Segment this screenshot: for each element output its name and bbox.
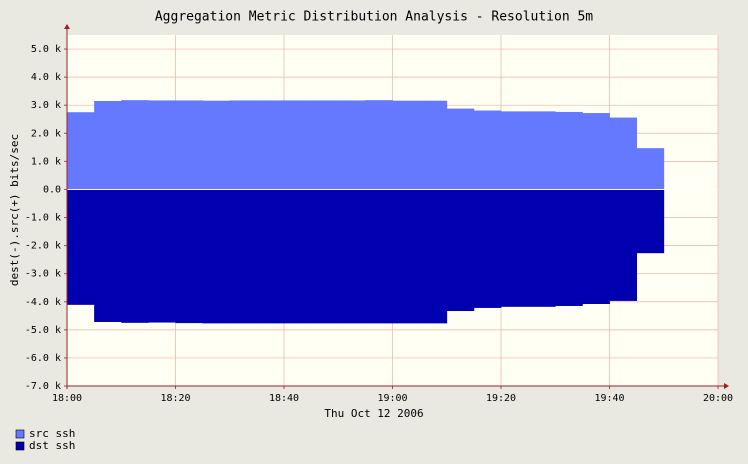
step-bar [446, 108, 475, 190]
step-bar [338, 189, 366, 324]
x-tick-label: 19:40 [594, 393, 624, 404]
x-tick-label: 18:40 [269, 393, 299, 404]
y-tick-label: -1.0 k [25, 213, 61, 224]
y-tick-label: 1.0 k [31, 156, 61, 167]
step-bar [175, 100, 204, 190]
y-tick-label: -7.0 k [25, 381, 61, 392]
step-bar [609, 189, 638, 301]
step-bar [528, 189, 556, 307]
y-tick-label: -4.0 k [25, 297, 61, 308]
y-tick-label: -6.0 k [25, 353, 61, 364]
step-bar [229, 189, 258, 324]
legend-swatch [15, 441, 25, 451]
step-bar [284, 189, 312, 324]
step-bar [555, 189, 583, 306]
step-bar [94, 100, 122, 190]
x-axis-label: Thu Oct 12 2006 [324, 407, 423, 420]
step-bar [202, 189, 231, 324]
step-bar [473, 189, 502, 308]
y-tick-label: 3.0 k [31, 100, 61, 111]
step-bar [528, 111, 556, 190]
step-bar [121, 100, 149, 190]
step-bar [582, 189, 610, 305]
y-tick-label: 2.0 k [31, 128, 61, 139]
y-tick-label: -2.0 k [25, 241, 61, 252]
labels: 5.0 k 4.0 k 3.0 k 2.0 k 1.0 k 0.0 -1.0 k -2.0 k… [25, 44, 733, 404]
chart-title: Aggregation Metric Distribution Analysis… [155, 10, 593, 25]
step-bar [284, 100, 312, 190]
legend-label: src ssh [29, 427, 75, 440]
step-bar [501, 189, 529, 307]
x-tick-label: 19:20 [486, 393, 516, 404]
y-tick-label: 4.0 k [31, 72, 61, 83]
step-bar [121, 189, 149, 323]
x-axis-arrow [724, 383, 729, 389]
y-tick-label: 5.0 k [31, 44, 61, 55]
step-bar [229, 100, 258, 190]
step-bar [419, 189, 448, 324]
x-tick-label: 20:00 [703, 393, 733, 404]
y-tick-label: 0.0 [43, 184, 61, 195]
marks [67, 100, 718, 324]
step-bar [555, 111, 583, 190]
legend-label: dst ssh [29, 439, 75, 452]
step-bar [501, 111, 529, 190]
step-bar [392, 189, 421, 324]
step-bar [256, 100, 285, 190]
y-axis-arrow [64, 24, 70, 29]
x-tick-label: 18:00 [52, 393, 82, 404]
step-bar [256, 189, 285, 324]
x-tick-label: 19:00 [377, 393, 407, 404]
step-bar [473, 110, 502, 190]
step-bar [311, 189, 339, 324]
y-axis-label: dest(-).src(+) bits/sec [8, 134, 21, 286]
step-bar [636, 148, 665, 190]
step-bar [636, 189, 665, 254]
step-bar [175, 189, 204, 324]
x-tick-label: 18:20 [160, 393, 190, 404]
legend-swatch [15, 429, 25, 439]
step-bar [148, 189, 176, 323]
y-tick-label: -3.0 k [25, 269, 61, 280]
step-bar [94, 189, 122, 322]
step-bar [202, 100, 231, 190]
step-bar [392, 100, 421, 190]
step-bar [338, 100, 366, 190]
step-bar [446, 189, 475, 312]
step-bar [67, 112, 95, 190]
step-bar [419, 100, 448, 190]
step-bar [609, 117, 638, 190]
step-bar [311, 100, 339, 190]
step-bar [365, 100, 393, 190]
step-bar [365, 189, 393, 324]
step-bar [148, 100, 176, 190]
y-tick-label: -5.0 k [25, 325, 61, 336]
step-bar [67, 189, 95, 305]
step-bar [582, 113, 610, 190]
